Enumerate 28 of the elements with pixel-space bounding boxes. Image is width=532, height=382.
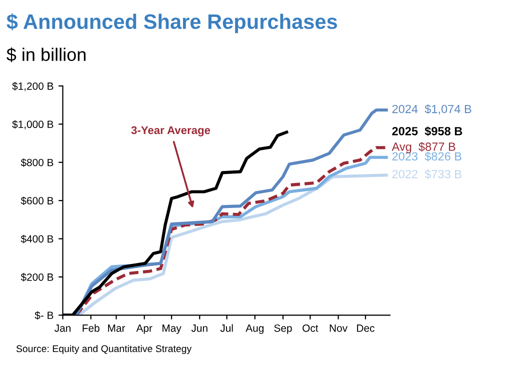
x-tick-label: Jun [191,324,208,332]
text: 2025 $958 B [392,126,462,136]
annotation: 3-Year Average [131,126,210,136]
text: 2023 $826 B [392,152,462,162]
x-tick-label: Nov [330,324,348,332]
x-tick-label: May [162,324,182,334]
text: 2022 $733 B [392,169,462,180]
y-tick-label: $1,000 B [12,120,54,130]
x-tick-label: Mar [108,324,126,332]
chart-title: $ Announced Share Repurchases [6,13,338,34]
y-tick-label: $- B [34,311,54,320]
x-tick-label: Jul [220,324,233,332]
x-tick-label: Apr [136,324,152,334]
text: Avg $877 B [392,142,456,154]
y-tick-label: $200 B [20,273,54,282]
x-tick-label: Jan [54,324,70,332]
y-tick-label: $600 B [20,196,54,206]
y-tick-label: $800 B [20,158,54,167]
chart-subtitle: $ in billion [6,47,86,62]
y-tick-label: $400 B [20,234,54,244]
text: 2024 $1,074 B [392,104,472,115]
source-note: Source: Equity and Quantitative Strategy [16,345,192,354]
x-tick-label: Dec [357,324,374,332]
x-tick-label: Feb [82,324,100,332]
y-tick-label: $1,200 B [12,82,54,92]
x-tick-label: Aug [246,324,264,334]
x-tick-label: Sep [274,324,292,334]
x-tick-label: Oct [302,324,318,332]
